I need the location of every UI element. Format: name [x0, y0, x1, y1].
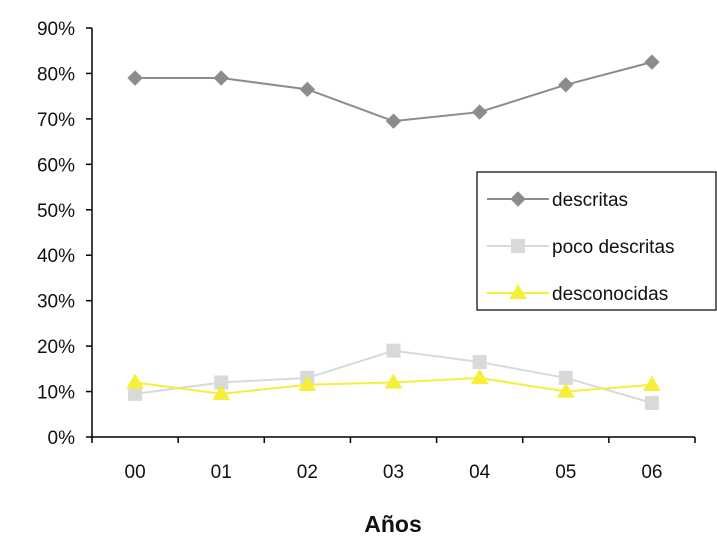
legend-marker: [510, 191, 526, 207]
y-tick-label: 20%: [37, 337, 75, 358]
x-tick-label: 06: [641, 462, 662, 483]
data-point: [298, 375, 317, 391]
data-point: [558, 370, 573, 385]
data-point: [556, 382, 575, 398]
y-tick-label: 10%: [37, 383, 75, 404]
legend-marker: [511, 239, 525, 253]
y-tick-label: 60%: [37, 155, 75, 176]
data-point: [472, 355, 487, 370]
series-layer: [126, 54, 661, 410]
y-axis: 0% 10% 20% 30% 40% 50% 60% 70% 80% 90%: [37, 19, 93, 449]
y-tick-label: 40%: [37, 246, 75, 267]
legend-item: desconocidas: [487, 284, 668, 305]
data-point: [299, 81, 316, 98]
y-tick-label: 50%: [37, 201, 75, 222]
data-point: [212, 384, 231, 400]
data-point: [471, 104, 488, 120]
data-point: [644, 54, 660, 70]
data-point: [644, 395, 659, 410]
series-poco-descritas: [128, 343, 659, 410]
y-tick-label: 80%: [37, 64, 75, 85]
data-point: [128, 386, 143, 401]
data-point: [386, 343, 401, 358]
y-tick-label: 30%: [37, 292, 75, 313]
series-descritas: [127, 54, 660, 129]
data-point: [558, 77, 574, 93]
x-tick-label: 04: [469, 462, 491, 483]
legend-label: descritas: [552, 190, 628, 211]
legend-item: descritas: [487, 190, 628, 211]
series-desconocidas: [126, 368, 661, 400]
data-point: [643, 375, 661, 391]
y-tick-label: 90%: [37, 19, 75, 40]
x-tick-label: 05: [555, 462, 576, 483]
data-point: [384, 373, 403, 389]
x-axis: 00 01 02 03 04 05 06: [91, 436, 696, 483]
x-tick-label: 03: [383, 462, 404, 483]
data-point: [213, 70, 229, 86]
x-tick-label: 01: [211, 462, 232, 483]
y-tick-label: 70%: [37, 110, 75, 131]
data-point: [385, 113, 402, 129]
x-tick-label: 02: [297, 462, 318, 483]
x-tick-label: 00: [125, 462, 146, 483]
legend-label: desconocidas: [552, 284, 668, 305]
series-line: [135, 61, 653, 123]
legend-marker: [509, 284, 527, 300]
legend: descritas poco descritas desconocidas: [476, 171, 717, 311]
data-point: [470, 368, 489, 385]
legend-label: poco descritas: [552, 237, 675, 258]
x-axis-label: Años: [364, 511, 422, 537]
legend-item: poco descritas: [487, 237, 675, 258]
y-tick-label: 0%: [48, 428, 76, 449]
data-point: [126, 373, 144, 389]
data-point: [127, 70, 143, 86]
